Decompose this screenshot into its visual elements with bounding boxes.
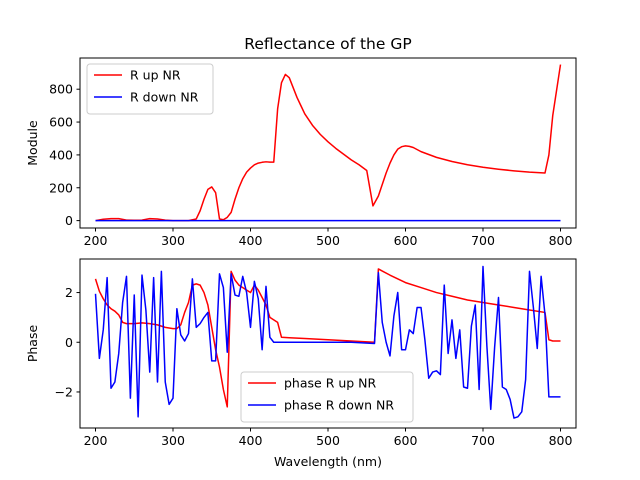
x-tick-label: 200 bbox=[84, 433, 108, 448]
x-axis-label: Wavelength (nm) bbox=[274, 454, 382, 469]
legend-label: R down NR bbox=[130, 90, 199, 105]
y-tick-label: 0 bbox=[65, 213, 73, 228]
legend-label: phase R up NR bbox=[284, 376, 377, 391]
y-tick-label: 0 bbox=[65, 335, 73, 350]
x-tick-label: 300 bbox=[161, 433, 185, 448]
y-tick-label: 400 bbox=[49, 147, 73, 162]
series-line-phase-r-up-nr bbox=[94, 268, 561, 408]
chart-title: Reflectance of the GP bbox=[244, 35, 411, 53]
x-tick-label: 800 bbox=[549, 233, 573, 248]
x-tick-label: 700 bbox=[471, 433, 495, 448]
x-tick-label: 300 bbox=[161, 233, 185, 248]
y-tick-label: 200 bbox=[49, 180, 73, 195]
x-tick-label: 500 bbox=[316, 233, 340, 248]
y-axis-label: Phase bbox=[25, 325, 40, 363]
series-line-phase-r-down-nr bbox=[94, 265, 561, 419]
y-axis-label: Module bbox=[25, 120, 40, 166]
legend-label: R up NR bbox=[130, 68, 181, 83]
legend-box bbox=[86, 63, 214, 115]
x-tick-label: 400 bbox=[239, 433, 263, 448]
y-tick-label: 800 bbox=[49, 82, 73, 97]
x-tick-label: 800 bbox=[549, 433, 573, 448]
x-tick-label: 500 bbox=[316, 433, 340, 448]
x-tick-label: 400 bbox=[239, 233, 263, 248]
legend-label: phase R down NR bbox=[284, 398, 394, 413]
legend-box bbox=[240, 371, 414, 423]
x-tick-label: 600 bbox=[394, 233, 418, 248]
x-tick-label: 600 bbox=[394, 433, 418, 448]
y-tick-label: 600 bbox=[49, 115, 73, 130]
x-tick-label: 200 bbox=[84, 233, 108, 248]
x-tick-label: 700 bbox=[471, 233, 495, 248]
y-tick-label: −2 bbox=[55, 384, 73, 399]
y-tick-label: 2 bbox=[65, 285, 73, 300]
